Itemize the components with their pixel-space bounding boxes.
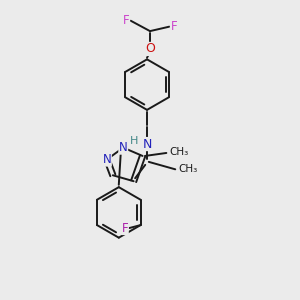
Text: CH₃: CH₃ [178,164,197,174]
Text: F: F [170,20,177,33]
Text: N: N [103,153,111,166]
Text: N: N [142,138,152,151]
Text: N: N [119,141,128,154]
Text: F: F [122,221,128,235]
Text: CH₃: CH₃ [169,147,189,158]
Text: O: O [145,42,155,56]
Text: F: F [123,14,130,27]
Text: H: H [130,136,138,146]
